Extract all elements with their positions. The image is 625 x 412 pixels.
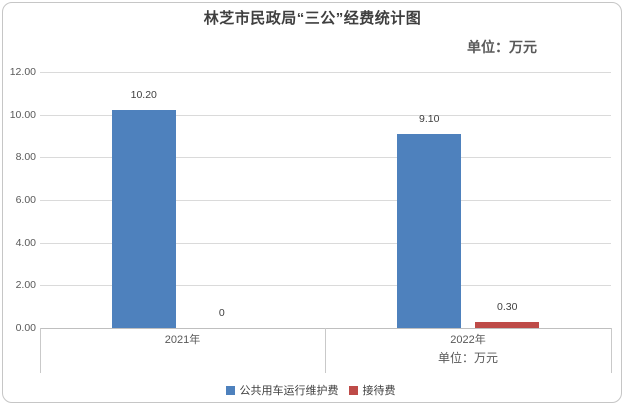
bar-公共用车运行维护费-2021年 bbox=[111, 110, 176, 328]
data-label: 0.30 bbox=[497, 300, 518, 313]
legend-swatch-square-icon bbox=[225, 385, 235, 395]
gridline bbox=[40, 157, 611, 159]
y-tick-label: 4.00 bbox=[15, 236, 36, 249]
y-tick-label: 10.00 bbox=[9, 108, 36, 121]
legend: 公共用车运行维护费 接待费 bbox=[0, 382, 625, 398]
gridline bbox=[40, 114, 611, 116]
y-tick-label: 12.00 bbox=[9, 66, 36, 78]
data-label: 9.10 bbox=[419, 112, 440, 125]
category-label-2022: 2022年 bbox=[450, 334, 486, 346]
y-tick-label: 6.00 bbox=[15, 194, 36, 206]
unit-label: 单位：万元 bbox=[467, 39, 537, 55]
gridline bbox=[40, 72, 611, 73]
legend-label-series-1: 公共用车运行维护费 bbox=[239, 385, 339, 397]
data-label: 10.20 bbox=[130, 89, 157, 102]
category-cell-2022: 2022年 单位：万元 bbox=[325, 328, 611, 373]
axis-divider-left bbox=[40, 328, 41, 373]
y-tick-label: 0.00 bbox=[15, 322, 36, 334]
bar-公共用车运行维护费-2022年 bbox=[397, 133, 462, 328]
y-tick-label: 8.00 bbox=[15, 151, 36, 164]
gridline bbox=[40, 285, 611, 287]
category-label-2021: 2021年 bbox=[164, 334, 201, 346]
axis-divider-right bbox=[611, 328, 612, 373]
axis-unit-note: 单位：万元 bbox=[437, 351, 498, 365]
category-cell-2021: 2021年 bbox=[40, 328, 325, 373]
legend-swatch-square-icon bbox=[348, 385, 358, 395]
y-tick-label: 2.00 bbox=[15, 279, 36, 292]
data-label: 0 bbox=[218, 307, 225, 319]
chart-title: 林芝市民政局“三公”经费统计图 bbox=[203, 10, 422, 27]
legend-label-series-2: 接待费 bbox=[362, 385, 396, 397]
gridline bbox=[40, 242, 611, 244]
gridline bbox=[40, 200, 611, 201]
bar-接待费-2022年 bbox=[475, 321, 540, 328]
axis-divider-middle bbox=[325, 328, 326, 373]
